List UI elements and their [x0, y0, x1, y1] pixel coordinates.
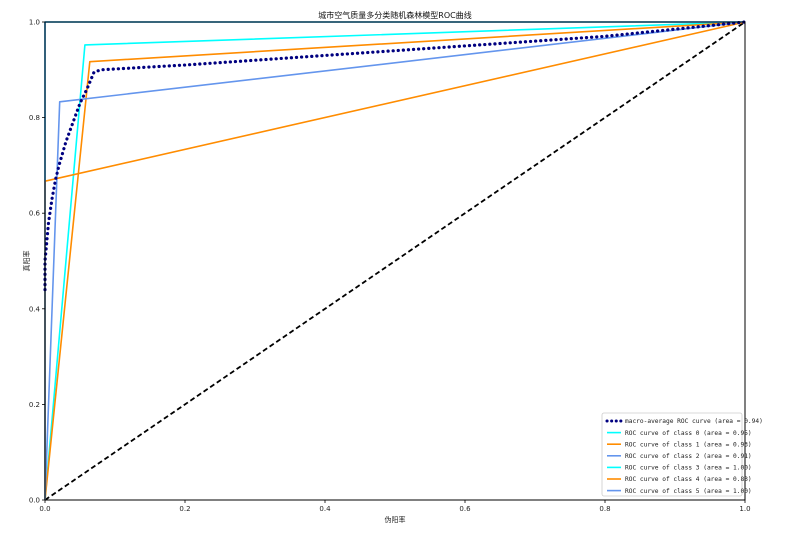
x-tick-label: 1.0	[739, 505, 750, 513]
x-axis-label: 伪阳率	[385, 515, 406, 524]
legend: macro-average ROC curve (area = 0.94) ROC…	[601, 412, 763, 497]
legend-entry-label: ROC curve of class 5 (area = 1.00)	[625, 488, 752, 495]
roc-curve-class-0	[44, 21, 746, 501]
legend-entry-label: ROC curve of class 2 (area = 0.91)	[625, 453, 752, 460]
legend-entry-label: ROC curve of class 3 (area = 1.00)	[625, 465, 752, 472]
legend-box	[601, 412, 743, 497]
y-tick-label: 0.8	[29, 114, 40, 122]
plot-frame	[44, 21, 746, 501]
x-tick-label: 0.0	[39, 505, 50, 513]
y-tick-label: 0.0	[29, 497, 40, 505]
y-axis-label: 真阳率	[22, 251, 31, 272]
roc-curve-class-2	[44, 21, 746, 501]
chance-diagonal-line	[44, 21, 746, 501]
x-tick-label: 0.2	[179, 505, 190, 513]
y-tick-label: 0.6	[29, 210, 41, 218]
legend-entry-label: macro-average ROC curve (area = 0.94)	[625, 418, 763, 425]
legend-entry-label: ROC curve of class 0 (area = 0.95)	[625, 430, 752, 437]
roc-curve-class-1	[44, 21, 746, 501]
y-tick-label: 0.2	[29, 401, 40, 409]
x-tick-label: 0.6	[459, 505, 471, 513]
legend-entry-label: ROC curve of class 1 (area = 0.93)	[625, 441, 752, 448]
chart-title: 城市空气质量多分类随机森林模型ROC曲线	[318, 10, 471, 20]
x-tick-label: 0.8	[599, 505, 610, 513]
legend-entry-label: ROC curve of class 4 (area = 0.83)	[625, 476, 752, 483]
x-tick-label: 0.4	[319, 505, 331, 513]
y-tick-label: 0.4	[29, 305, 41, 313]
macro-average-roc-curve	[43, 20, 747, 292]
y-tick-label: 1.0	[29, 19, 40, 27]
